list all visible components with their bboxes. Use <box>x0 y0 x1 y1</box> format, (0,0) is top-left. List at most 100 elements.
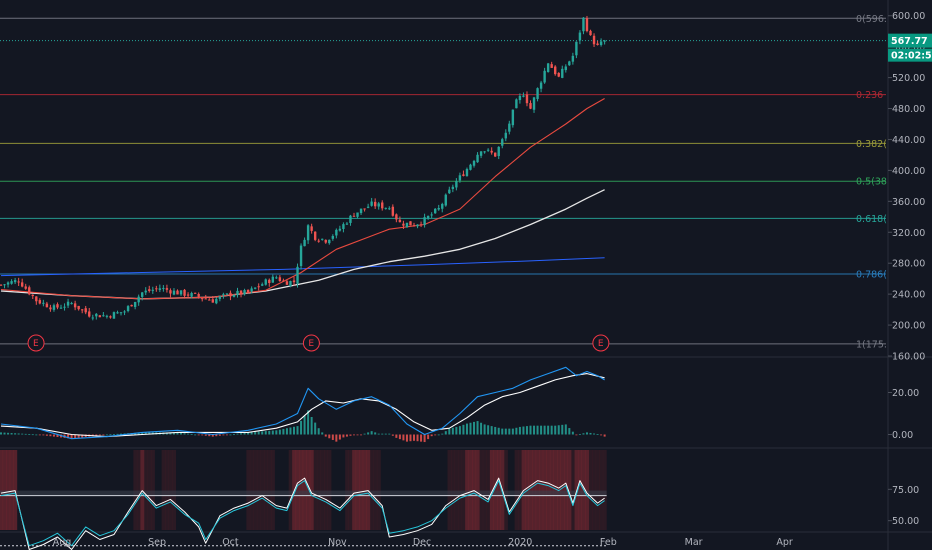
candle-body <box>448 189 451 194</box>
macd-histogram-bar <box>215 434 218 437</box>
candle-body <box>384 207 387 209</box>
macd-histogram-bar <box>589 432 592 435</box>
macd-histogram-bar <box>522 426 525 435</box>
candle-body <box>494 152 497 157</box>
candle-body <box>102 315 105 317</box>
candle-body <box>17 281 20 283</box>
candle-body <box>395 214 398 220</box>
candle-body <box>13 280 17 283</box>
candle-body <box>31 294 34 297</box>
macd-histogram-bar <box>420 434 423 442</box>
rsi-shade-slot <box>592 450 597 530</box>
candle-body <box>222 294 225 296</box>
candle-body <box>405 222 409 228</box>
candle-body <box>402 223 405 226</box>
rsi-shade-slot <box>320 450 325 530</box>
macd-histogram-bar <box>391 434 394 436</box>
price-tick-label: 480.00 <box>892 104 925 115</box>
macd-histogram-bar <box>120 433 123 435</box>
macd-histogram-bar <box>17 433 20 435</box>
macd-histogram-bar <box>490 426 493 435</box>
macd-histogram-bar <box>585 432 588 435</box>
macd-histogram-bar <box>28 434 31 435</box>
fib-level-label: 0.786( <box>856 270 887 281</box>
candle-body <box>183 289 186 296</box>
rsi-shade-slot <box>373 450 378 530</box>
rsi-shade-slot <box>486 450 491 530</box>
candle-body <box>568 61 571 66</box>
candle-body <box>285 281 289 285</box>
macd-histogram <box>0 410 606 443</box>
candle-body <box>141 292 144 297</box>
macd-histogram-bar <box>480 422 483 435</box>
macd-histogram-bar <box>345 434 348 437</box>
countdown-label: 02:02:58 <box>891 51 932 62</box>
candle-body <box>441 203 444 209</box>
fib-level-label: 0.382( <box>856 139 887 150</box>
rsi-overbought-shading <box>0 450 607 530</box>
macd-histogram-bar <box>578 434 581 435</box>
candle-body <box>462 174 465 176</box>
macd-histogram-bar <box>289 427 292 435</box>
macd-histogram-bar <box>70 434 73 439</box>
macd-histogram-bar <box>98 434 101 436</box>
macd-histogram-bar <box>292 426 295 435</box>
candle-body <box>232 295 236 297</box>
macd-histogram-bar <box>427 434 430 440</box>
candle-body <box>193 292 197 294</box>
macd-histogram-bar <box>148 432 151 435</box>
candle-body <box>525 94 529 104</box>
candle-body <box>155 288 158 290</box>
rsi-shade-slot <box>571 450 575 530</box>
macd-histogram-bar <box>328 434 331 439</box>
macd-histogram-bar <box>141 432 144 435</box>
candle-body <box>208 299 211 301</box>
candle-body <box>338 228 342 231</box>
rsi-shade-slot <box>165 450 169 530</box>
candle-body <box>35 296 38 302</box>
candle-body <box>215 298 218 304</box>
macd-histogram-bar <box>469 422 472 435</box>
macd-histogram-bar <box>0 432 2 435</box>
rsi-shade-slot <box>9 450 14 530</box>
macd-histogram-bar <box>540 425 543 435</box>
price-tick-label: 560.00 <box>892 42 925 53</box>
rsi-shade-slot <box>560 450 565 530</box>
candle-body <box>550 64 553 68</box>
candle-body <box>172 290 176 295</box>
candle-body <box>486 149 490 151</box>
rsi-shade-slot <box>295 450 300 530</box>
rsi-shade-slot <box>447 450 452 530</box>
rsi-shade-slot <box>588 450 593 530</box>
macd-histogram-bar <box>268 430 271 435</box>
macd-signal-line <box>0 373 605 438</box>
macd-histogram-bar <box>504 428 507 435</box>
candle-body <box>539 82 543 89</box>
macd-histogram-bar <box>360 434 363 436</box>
rsi-tick-label: 75.00 <box>892 485 919 496</box>
macd-histogram-bar <box>35 434 38 436</box>
macd-histogram-bar <box>529 425 532 435</box>
macd-histogram-bar <box>476 421 479 435</box>
rsi-shade-slot <box>514 450 519 530</box>
rsi-shade-slot <box>465 450 470 530</box>
candle-body <box>458 175 462 181</box>
candle-body <box>437 207 440 210</box>
candle-body <box>578 32 582 41</box>
earnings-marker <box>302 334 320 352</box>
candle-body <box>292 280 296 283</box>
candle-body <box>6 282 10 285</box>
macd-histogram-bar <box>7 432 10 435</box>
macd-histogram-bar <box>321 432 324 435</box>
candle-body <box>264 279 267 285</box>
macd-histogram-bar <box>307 410 310 435</box>
macd-histogram-bar <box>331 434 334 440</box>
candle-body <box>529 103 532 109</box>
earnings-marker-label: E <box>33 339 39 349</box>
price-tick-label: 200.00 <box>892 321 925 332</box>
macd-histogram-bar <box>250 432 253 435</box>
candle-body <box>433 208 437 214</box>
ma-long-line <box>0 257 605 277</box>
